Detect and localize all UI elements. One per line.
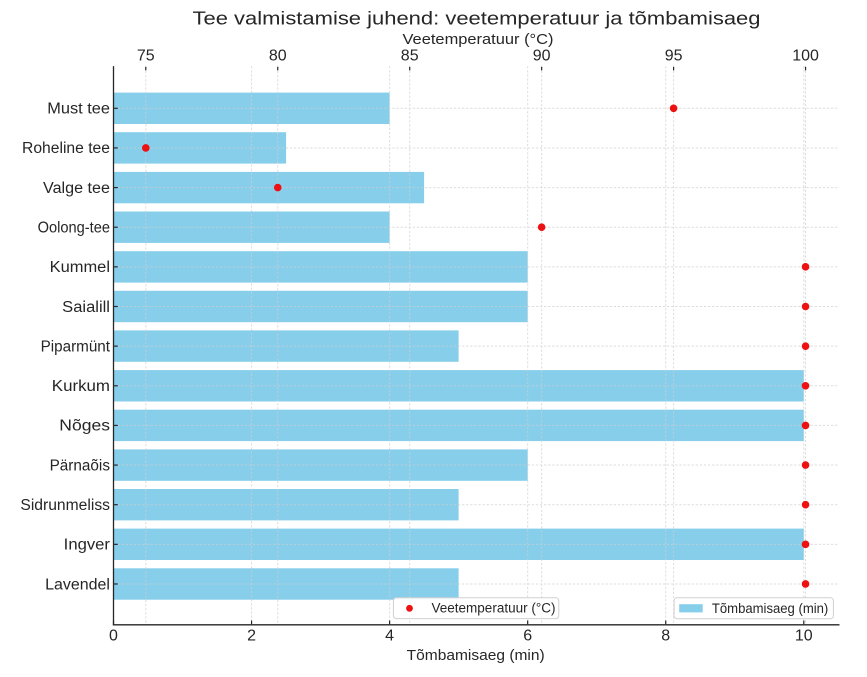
- svg-text:95: 95: [665, 48, 683, 65]
- svg-text:0: 0: [109, 628, 118, 645]
- svg-text:2: 2: [247, 628, 256, 645]
- svg-text:Tee valmistamise juhend: veete: Tee valmistamise juhend: veetemperatuur …: [193, 9, 761, 29]
- svg-text:Tõmbamisaeg (min): Tõmbamisaeg (min): [407, 647, 545, 664]
- svg-text:8: 8: [661, 628, 670, 645]
- svg-text:Oolong-tee: Oolong-tee: [38, 220, 110, 237]
- svg-text:Tõmbamisaeg (min): Tõmbamisaeg (min): [712, 601, 828, 616]
- svg-text:Veetemperatuur (°C): Veetemperatuur (°C): [432, 601, 556, 616]
- svg-text:85: 85: [401, 48, 419, 65]
- svg-text:Saialill: Saialill: [62, 299, 110, 316]
- svg-text:Must tee: Must tee: [47, 101, 110, 118]
- svg-text:Valge tee: Valge tee: [43, 180, 110, 197]
- svg-text:Kummel: Kummel: [50, 259, 110, 276]
- svg-text:Roheline tee: Roheline tee: [22, 140, 110, 157]
- svg-text:90: 90: [533, 48, 551, 65]
- svg-text:75: 75: [137, 48, 155, 65]
- svg-text:Piparmünt: Piparmünt: [41, 338, 111, 355]
- svg-text:6: 6: [523, 628, 532, 645]
- svg-text:Sidrunmeliss: Sidrunmeliss: [20, 497, 110, 514]
- svg-text:4: 4: [385, 628, 394, 645]
- svg-text:Nõges: Nõges: [59, 418, 110, 435]
- svg-text:Veetemperatuur (°C): Veetemperatuur (°C): [403, 31, 554, 48]
- svg-text:Ingver: Ingver: [64, 537, 110, 554]
- svg-text:80: 80: [269, 48, 287, 65]
- svg-text:Kurkum: Kurkum: [52, 378, 110, 395]
- svg-text:Pärnaõis: Pärnaõis: [50, 457, 111, 474]
- svg-text:10: 10: [795, 628, 813, 645]
- svg-text:100: 100: [792, 48, 819, 65]
- svg-text:Lavendel: Lavendel: [45, 576, 110, 593]
